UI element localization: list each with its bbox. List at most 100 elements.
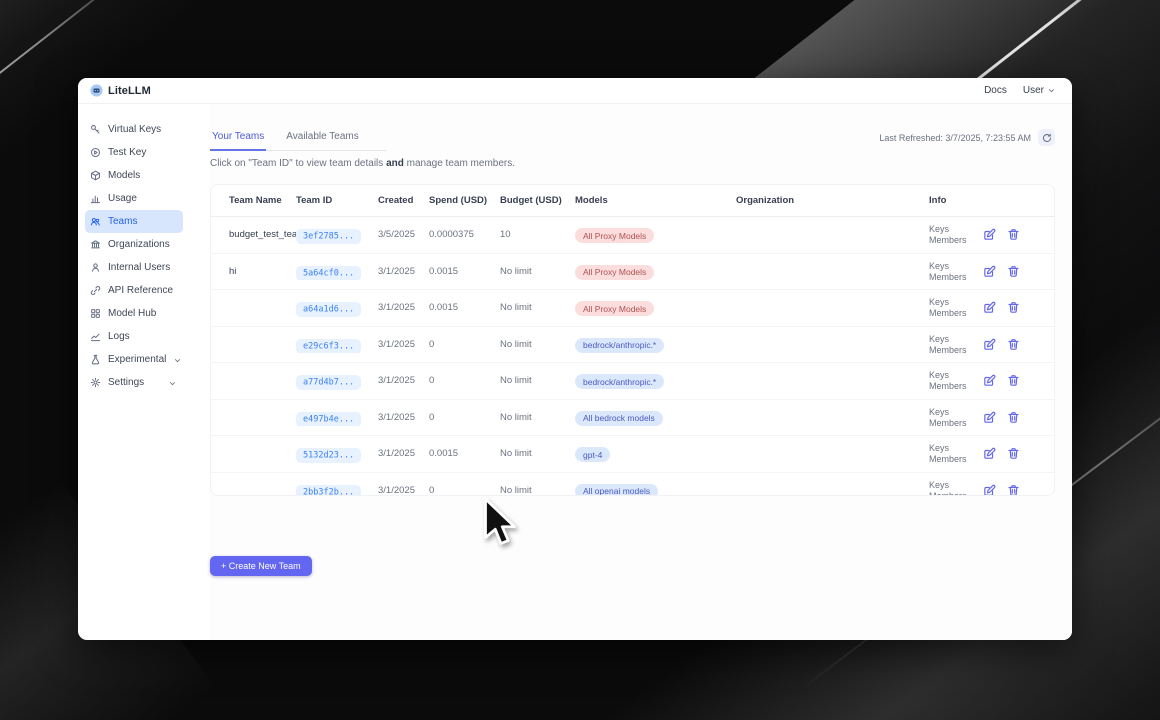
delete-team-button[interactable] — [1007, 374, 1020, 387]
column-header-models: Models — [575, 195, 608, 206]
info-link-members[interactable]: Members — [929, 344, 967, 355]
model-badge: All Proxy Models — [575, 264, 655, 280]
team-id-link[interactable]: 5132d23... — [296, 448, 362, 463]
sidebar-item-test-key[interactable]: Test Key — [85, 141, 183, 164]
info-link-keys[interactable]: Keys — [929, 260, 950, 271]
brand: LiteLLM — [90, 84, 151, 97]
refresh-button[interactable] — [1038, 129, 1055, 146]
sidebar: Virtual Keys Test Key Models Usage Teams — [78, 104, 210, 640]
edit-team-button[interactable] — [983, 338, 996, 351]
sidebar-item-label: Test Key — [108, 147, 147, 158]
sidebar-item-label: Internal Users — [108, 262, 171, 273]
edit-team-button[interactable] — [983, 301, 996, 314]
edit-team-button[interactable] — [983, 411, 996, 424]
budget-cell: 10 — [500, 229, 511, 241]
trash-icon — [1008, 411, 1019, 423]
delete-team-button[interactable] — [1007, 301, 1020, 314]
info-link-keys[interactable]: Keys — [929, 370, 950, 381]
info-link-members[interactable]: Members — [929, 417, 967, 428]
sidebar-item-label: API Reference — [108, 285, 174, 296]
edit-team-button[interactable] — [983, 374, 996, 387]
spend-cell: 0 — [429, 484, 435, 496]
bank-icon — [90, 239, 101, 250]
tab-available-teams[interactable]: Available Teams — [286, 131, 359, 142]
table-row: e497b4e... 3/1/2025 0 No limit All bedro… — [211, 400, 1054, 436]
team-id-cell: e29c6f3... — [296, 335, 378, 354]
info-link-members[interactable]: Members — [929, 235, 967, 246]
model-badge: bedrock/anthropic.* — [575, 374, 665, 390]
row-actions — [983, 301, 1054, 314]
info-link-keys[interactable]: Keys — [929, 479, 950, 490]
created-cell: 3/1/2025 — [378, 375, 415, 387]
sidebar-item-label: Usage — [108, 193, 137, 204]
team-id-link[interactable]: e497b4e... — [296, 411, 362, 427]
delete-team-button[interactable] — [1007, 228, 1020, 241]
team-id-link[interactable]: e29c6f3... — [296, 338, 362, 354]
team-id-link[interactable]: 3ef2785... — [296, 229, 362, 244]
spend-cell: 0 — [429, 338, 435, 350]
info-link-members[interactable]: Members — [929, 490, 967, 496]
budget-cell: No limit — [500, 302, 532, 314]
row-actions — [983, 411, 1054, 424]
table-row: 5132d23... 3/1/2025 0.0015 No limit gpt-… — [211, 436, 1054, 473]
sidebar-item-virtual-keys[interactable]: Virtual Keys — [85, 118, 183, 141]
models-cell: All Proxy Models — [575, 226, 736, 244]
info-link-keys[interactable]: Keys — [929, 333, 950, 344]
team-id-link[interactable]: a77d4b7... — [296, 375, 362, 390]
edit-team-button[interactable] — [983, 484, 996, 495]
spend-cell: 0 — [429, 375, 435, 387]
sidebar-item-api-reference[interactable]: API Reference — [85, 279, 183, 302]
team-id-cell: 5a64cf0... — [296, 262, 378, 281]
trash-icon — [1008, 375, 1019, 387]
sidebar-item-teams[interactable]: Teams — [85, 210, 183, 233]
window-body: Virtual Keys Test Key Models Usage Teams — [78, 104, 1072, 640]
info-link-keys[interactable]: Keys — [929, 224, 950, 235]
sidebar-item-models[interactable]: Models — [85, 164, 183, 187]
sidebar-item-usage[interactable]: Usage — [85, 187, 183, 210]
info-link-members[interactable]: Members — [929, 271, 967, 282]
sidebar-item-settings[interactable]: Settings — [85, 371, 183, 394]
model-badge: All Proxy Models — [575, 228, 655, 244]
trash-icon — [1008, 338, 1019, 350]
sidebar-item-model-hub[interactable]: Model Hub — [85, 302, 183, 325]
docs-link[interactable]: Docs — [984, 85, 1007, 96]
sidebar-item-experimental[interactable]: Experimental — [85, 348, 183, 371]
info-cell: Keys Members — [929, 224, 983, 245]
table-row: 2bb3f2b... 3/1/2025 0 No limit All opena… — [211, 473, 1054, 496]
edit-team-button[interactable] — [983, 265, 996, 278]
edit-team-button[interactable] — [983, 228, 996, 241]
budget-cell: No limit — [500, 484, 532, 496]
delete-team-button[interactable] — [1007, 338, 1020, 351]
create-new-team-button[interactable]: + Create New Team — [210, 556, 312, 576]
created-cell: 3/1/2025 — [378, 338, 415, 350]
info-cell: Keys Members — [929, 297, 983, 318]
info-cell: Keys Members — [929, 261, 983, 282]
edit-team-button[interactable] — [983, 447, 996, 460]
models-cell: All Proxy Models — [575, 299, 736, 317]
edit-icon — [984, 484, 996, 495]
team-id-link[interactable]: 2bb3f2b... — [296, 484, 362, 495]
delete-team-button[interactable] — [1007, 265, 1020, 278]
info-link-keys[interactable]: Keys — [929, 297, 950, 308]
delete-team-button[interactable] — [1007, 484, 1020, 495]
delete-team-button[interactable] — [1007, 447, 1020, 460]
delete-team-button[interactable] — [1007, 411, 1020, 424]
sidebar-item-internal-users[interactable]: Internal Users — [85, 256, 183, 279]
info-link-keys[interactable]: Keys — [929, 406, 950, 417]
row-actions — [983, 338, 1054, 351]
sidebar-item-logs[interactable]: Logs — [85, 325, 183, 348]
info-link-members[interactable]: Members — [929, 454, 967, 465]
team-id-link[interactable]: 5a64cf0... — [296, 265, 362, 281]
team-name-cell: hi — [229, 265, 237, 277]
team-id-link[interactable]: a64a1d6... — [296, 302, 362, 317]
info-link-members[interactable]: Members — [929, 381, 967, 392]
model-badge: gpt-4 — [575, 447, 611, 463]
chevron-down-icon — [168, 378, 177, 387]
sidebar-item-organizations[interactable]: Organizations — [85, 233, 183, 256]
tab-your-teams[interactable]: Your Teams — [210, 131, 267, 151]
info-link-keys[interactable]: Keys — [929, 443, 950, 454]
column-header-info: Info — [929, 195, 947, 206]
table-row: a64a1d6... 3/1/2025 0.0015 No limit All … — [211, 290, 1054, 327]
user-menu[interactable]: User — [1023, 85, 1056, 96]
info-link-members[interactable]: Members — [929, 308, 967, 319]
